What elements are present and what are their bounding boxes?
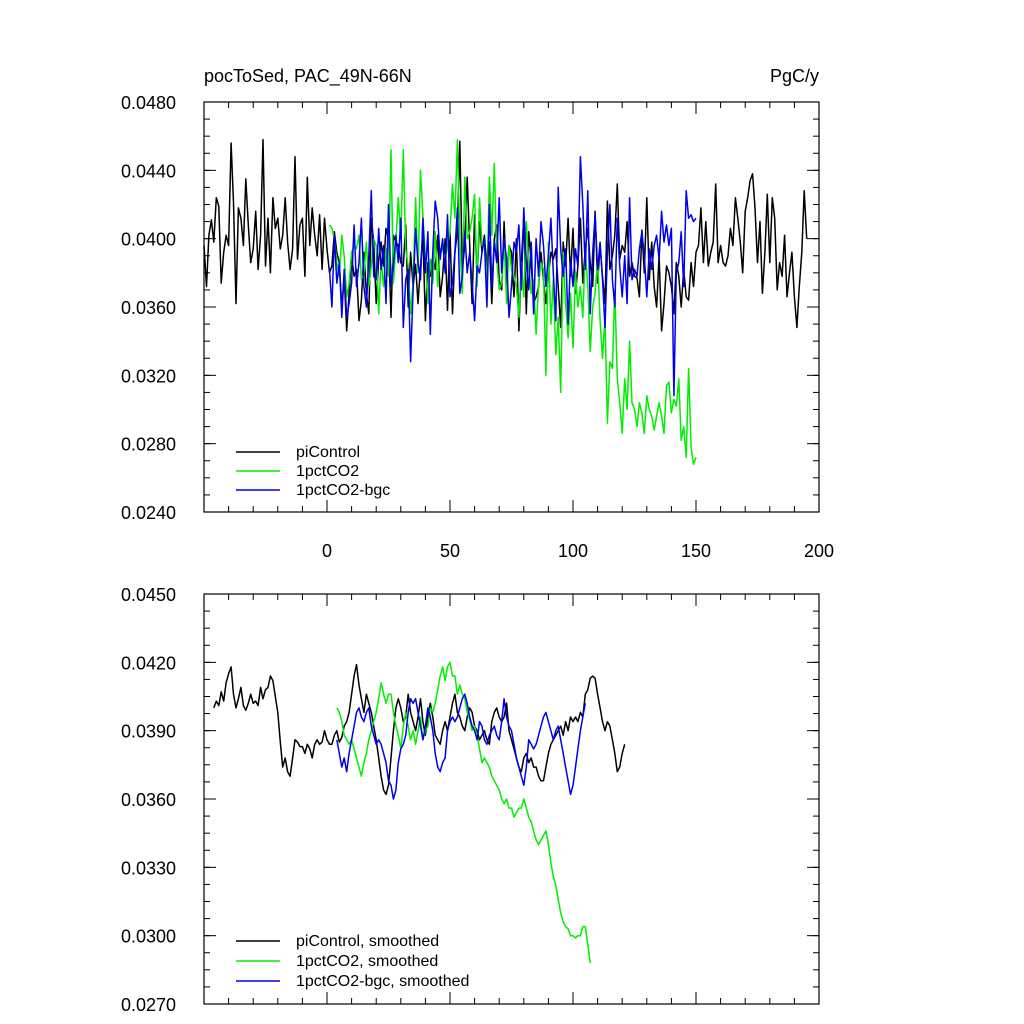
x-tick-label: 0 <box>322 541 332 561</box>
y-tick-label: 0.0270 <box>121 995 176 1015</box>
series-line-1pctco2-bgc-smoothed <box>336 693 587 800</box>
y-tick-label: 0.0390 <box>121 722 176 742</box>
units-label: PgC/y <box>770 66 819 86</box>
legend-label: piControl, smoothed <box>296 933 439 950</box>
x-tick-label: 100 <box>558 541 588 561</box>
y-tick-label: 0.0450 <box>121 585 176 605</box>
y-tick-label: 0.0280 <box>121 435 176 455</box>
y-tick-label: 0.0330 <box>121 858 176 878</box>
panel-bottom: 0.0270 0.0300 0.0330 0.0360 0.0390 0.0420 0.04… <box>121 585 820 1015</box>
series-line-1pctco2-bgc <box>328 155 697 397</box>
series-lines <box>203 138 808 465</box>
y-tick-label: 0.0320 <box>121 366 176 386</box>
y-tick-label: 0.0440 <box>121 161 176 181</box>
y-tick-label: 0.0360 <box>121 298 176 318</box>
legend-label: piControl <box>296 444 360 461</box>
chart-title: pocToSed, PAC_49N-66N <box>204 66 412 87</box>
legend-label: 1pctCO2-bgc, smoothed <box>296 973 469 990</box>
series-line-1pctco2-smoothed <box>336 661 591 964</box>
x-tick-label: 150 <box>681 541 711 561</box>
axis-ticks: 0.0240 0.0280 0.0320 0.0360 0.0400 0.0440 0.04… <box>121 93 834 561</box>
axis-ticks: 0.0270 0.0300 0.0330 0.0360 0.0390 0.0420 0.04… <box>121 585 820 1015</box>
legend: piControl, smoothed 1pctCO2, smoothed 1p… <box>236 933 469 990</box>
series-line-1pctco2 <box>328 138 697 465</box>
y-tick-label: 0.0420 <box>121 653 176 673</box>
series-lines <box>213 661 626 964</box>
legend-label: 1pctCO2 <box>296 463 359 480</box>
legend: piControl 1pctCO2 1pctCO2-bgc <box>236 444 390 499</box>
x-tick-label: 50 <box>440 541 460 561</box>
y-tick-label: 0.0240 <box>121 503 176 523</box>
series-line-picontrol <box>203 138 808 332</box>
y-tick-label: 0.0480 <box>121 93 176 113</box>
y-tick-label: 0.0400 <box>121 230 176 250</box>
y-tick-label: 0.0300 <box>121 927 176 947</box>
x-tick-label: 200 <box>804 541 834 561</box>
y-tick-label: 0.0360 <box>121 790 176 810</box>
panel-top: pocToSed, PAC_49N-66N PgC/y 0.0240 0.0280… <box>121 66 834 561</box>
series-line-picontrol-smoothed <box>213 663 626 796</box>
legend-label: 1pctCO2-bgc <box>296 482 390 499</box>
legend-label: 1pctCO2, smoothed <box>296 953 438 970</box>
